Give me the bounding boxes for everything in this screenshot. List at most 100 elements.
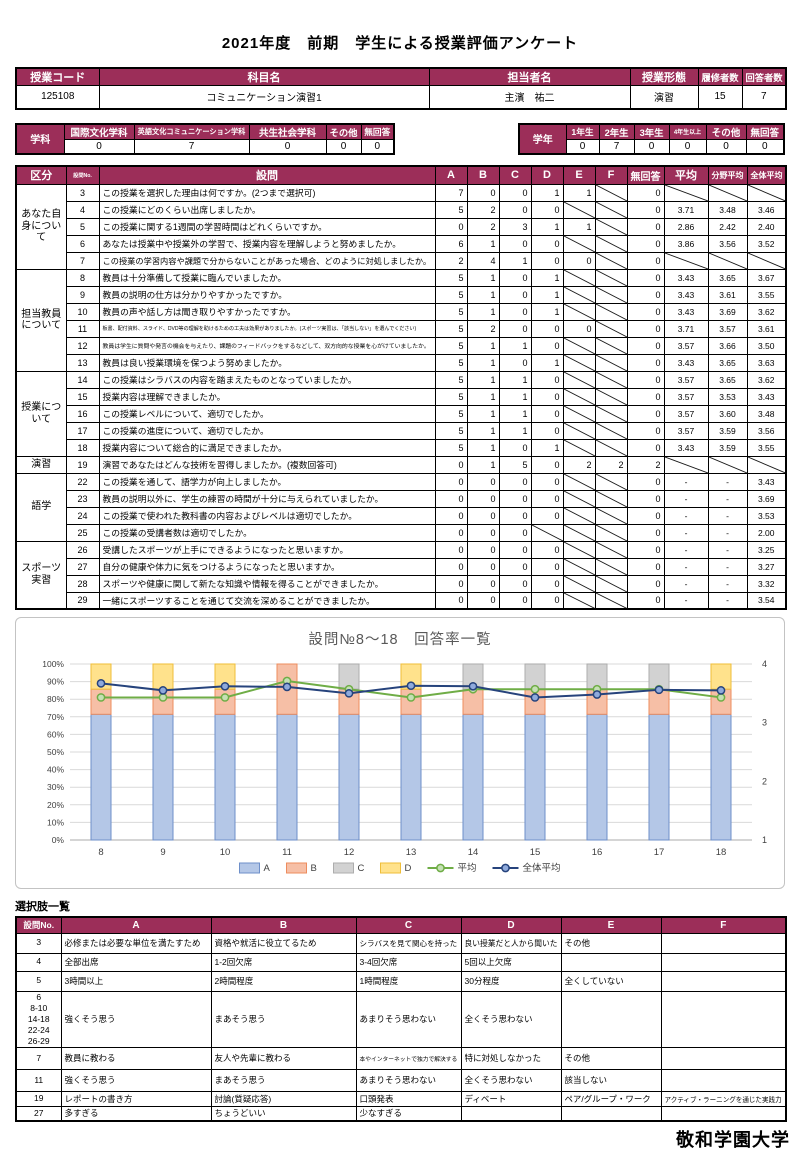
option-text-B: 1-2回欠席	[210, 952, 357, 972]
question-number: 5	[65, 217, 100, 236]
answer-b-count: 1	[466, 438, 500, 457]
answer-a-count: 5	[434, 319, 468, 338]
answer-e-count	[562, 591, 596, 610]
answer-a-count: 5	[434, 438, 468, 457]
answer-d-count: 1	[530, 183, 564, 202]
left-axis-tick: 80%	[47, 694, 64, 704]
answer-e-count	[562, 472, 596, 491]
answer-b-count: 1	[466, 302, 500, 321]
overall-average-value: 3.27	[746, 557, 787, 576]
department-value-cell: 0	[360, 138, 395, 155]
question-row: 18 授業内容について総合的に満足できましたか。 5 1 0 1 0 3.43 3.59 3.55	[16, 438, 787, 457]
answer-c-count: 0	[498, 234, 532, 253]
answer-e-count	[562, 506, 596, 525]
question-text: この授業はシラバスの内容を踏まえたものとなっていましたか。	[98, 370, 436, 389]
options-header-cell: C	[355, 916, 462, 934]
x-axis-label: 16	[592, 847, 603, 858]
diagonal-line	[596, 304, 627, 320]
grade-value-cell: 7	[598, 138, 635, 155]
diagonal-line	[564, 576, 595, 592]
x-axis-label: 18	[716, 847, 727, 858]
question-text: 板書、配付資料、スライド、DVD等の理解を助けるための工夫は効果がありましたか。…	[98, 319, 436, 338]
diagonal-line	[596, 236, 627, 252]
question-row: 12 教員は学生に質問や発言の機会を与えたり、課題のフィードバックをするなどして、…	[16, 336, 787, 355]
grade-header-cell: 3年生	[633, 123, 670, 140]
bar-segment-A	[152, 713, 174, 841]
no-answer-count: 0	[626, 353, 665, 372]
question-number: 6	[65, 234, 100, 253]
option-text-C: シラバスを見て関心を持った	[355, 932, 462, 954]
field-average-value: 3.65	[707, 268, 748, 287]
question-text: 教員の声や話し方は聞き取りやすかったですか。	[98, 302, 436, 321]
answer-d-count: 0	[530, 336, 564, 355]
answer-c-count: 1	[498, 370, 532, 389]
answer-e-count	[562, 540, 596, 559]
options-row: 4 全部出席 1-2回欠席 3-4回欠席 5回以上欠席	[15, 952, 787, 972]
option-text-B: まあそう思う	[210, 1068, 357, 1092]
field-average-value: -	[707, 557, 748, 576]
left-axis-tick: 40%	[47, 765, 64, 775]
answer-d-count: 0	[530, 200, 564, 219]
overall-average-value	[746, 183, 787, 202]
left-axis-tick: 0%	[52, 835, 65, 845]
department-header-cell: 共生社会学科	[248, 123, 327, 140]
x-axis-label: 12	[344, 847, 355, 858]
answer-e-count	[562, 387, 596, 406]
field-average-value: 2.42	[707, 217, 748, 236]
questions-header-cell: 全体平均	[746, 165, 787, 185]
answer-e-count	[562, 523, 596, 542]
question-row: 7 この授業の学習内容や課題で分からないことがあった場合、どのように対処しましたか…	[16, 251, 787, 270]
x-axis-label: 15	[530, 847, 541, 858]
legend-label: 全体平均	[523, 862, 561, 874]
answer-f-count	[594, 421, 628, 440]
no-answer-count: 0	[626, 438, 665, 457]
answer-c-count: 0	[498, 200, 532, 219]
answer-d-count: 0	[530, 472, 564, 491]
field-average-value: 3.65	[707, 353, 748, 372]
answer-a-count: 5	[434, 421, 468, 440]
x-axis-label: 10	[220, 847, 231, 858]
answer-a-count: 0	[434, 455, 468, 474]
answer-d-count: 1	[530, 438, 564, 457]
question-text: この授業の進度について、適切でしたか。	[98, 421, 436, 440]
right-axis-tick: 2	[762, 776, 767, 786]
options-row: 6 8-10 14-18 22-24 26-29 強くそう思う まあそう思う あまりそ…	[15, 990, 787, 1048]
average-value: 3.43	[663, 268, 709, 287]
option-text-A: レポートの書き方	[60, 1090, 212, 1107]
average-value: -	[663, 540, 709, 559]
answer-a-count: 0	[434, 523, 468, 542]
question-number: 24	[65, 506, 100, 525]
no-answer-count: 0	[626, 557, 665, 576]
line-marker	[406, 693, 416, 702]
answer-c-count: 0	[498, 472, 532, 491]
diagonal-line	[564, 423, 595, 439]
options-question-number: 4	[15, 952, 62, 972]
bar-segment-A	[214, 713, 236, 841]
course-value-cell: コミュニケーション演習1	[98, 85, 430, 109]
no-answer-count: 0	[626, 387, 665, 406]
option-text-D: 特に対処しなかった	[460, 1046, 562, 1070]
diagonal-line	[596, 321, 627, 337]
line-marker	[220, 681, 230, 691]
overall-average-value: 3.63	[746, 353, 787, 372]
diagonal-line	[564, 559, 595, 575]
overall-average-value: 3.55	[746, 285, 787, 304]
no-answer-count: 0	[626, 200, 665, 219]
question-number: 12	[65, 336, 100, 355]
answer-e-count	[562, 302, 596, 321]
answer-b-count: 0	[466, 523, 500, 542]
option-text-E: 該当しない	[560, 1068, 662, 1092]
overall-average-value: 3.56	[746, 421, 787, 440]
answer-c-count: 1	[498, 421, 532, 440]
answer-a-count: 5	[434, 285, 468, 304]
questions-header-cell: 区分	[15, 165, 67, 185]
department-header-cell: 無回答	[360, 123, 395, 140]
field-average-value: -	[707, 506, 748, 525]
answer-f-count	[594, 234, 628, 253]
diagonal-line	[564, 406, 595, 422]
diagonal-line	[748, 253, 786, 269]
no-answer-count: 0	[626, 472, 665, 491]
answer-a-count: 0	[434, 506, 468, 525]
diagonal-line	[564, 508, 595, 524]
question-row: 16 この授業レベルについて、適切でしたか。 5 1 1 0 0 3.57 3.60 3.48	[16, 404, 787, 423]
